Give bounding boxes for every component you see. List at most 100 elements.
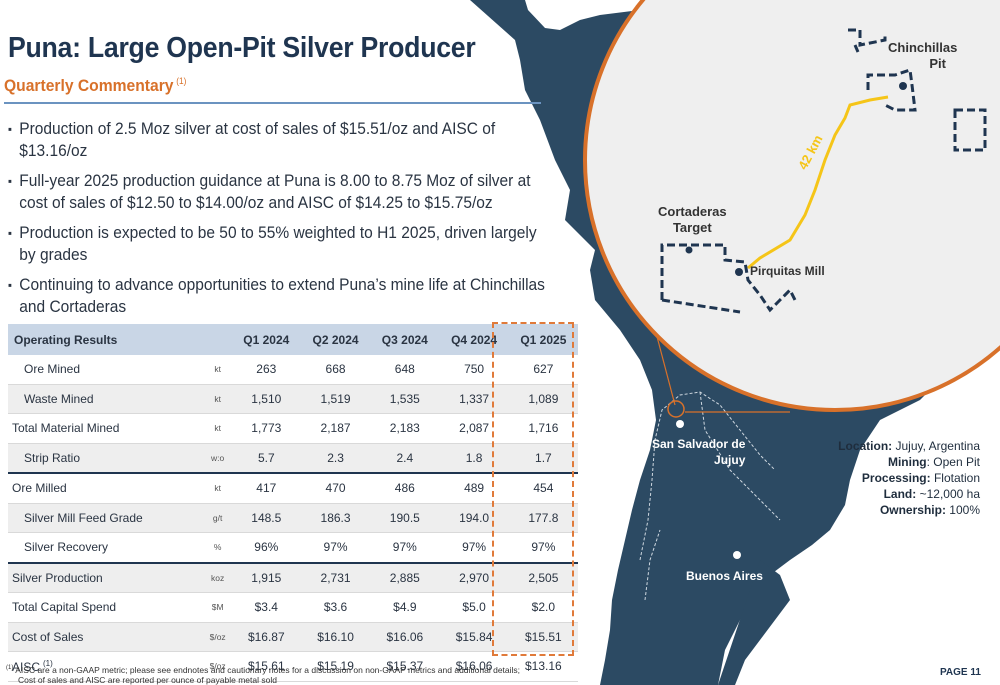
header-cell: Q3 2024 [370,324,440,355]
row-label: Ore Mined [8,355,204,385]
cortaderas-dot [685,246,693,254]
table-row: Silver Production koz 1,915 2,731 2,885 2,970… [8,561,578,593]
row-unit: koz [203,561,232,593]
row-value: 96% [231,532,301,563]
info-processing: Processing: Flotation [838,470,980,486]
row-value: 454 [508,472,578,504]
row-value: 5.7 [231,443,301,474]
cortaderas-label: Cortaderas Target [658,204,727,236]
section-subtitle: Quarterly Commentary (1) [4,76,186,96]
land-value: ~12,000 ha [919,487,980,501]
row-value: 417 [231,472,301,504]
row-value: $15.61 [231,651,301,682]
buenos-aires-dot [733,551,741,559]
row-value: $16.10 [300,622,371,652]
row-value: $15.84 [439,622,509,652]
row-value: 2.3 [300,443,371,474]
land-label: Land: [883,487,917,501]
row-unit: kt [203,355,232,385]
info-land: Land: ~12,000 ha [838,486,980,502]
row-value: $4.9 [370,592,440,623]
chinchillas-dot [899,82,907,90]
info-ownership: Ownership: 100% [838,502,980,518]
table-header-row: Operating Results Q1 2024 Q2 2024 Q3 202… [8,324,578,355]
row-value: 1,773 [231,413,301,444]
row-value: $16.87 [231,622,301,652]
row-value: $13.16 [508,651,578,682]
header-cell: Q1 2025 [508,324,578,355]
pirquitas-dot [735,268,743,276]
bullet-item: Full-year 2025 production guidance at Pu… [8,170,550,214]
san-salvador-label-line1: San Salvador de [652,437,746,451]
row-value: 750 [439,355,509,385]
row-label-text: Silver Production [12,570,103,585]
row-label: Cost of Sales [8,622,204,652]
inset-map-circle [583,0,1000,412]
mining-value: : Open Pit [926,455,980,469]
row-label-note: (1) [43,658,53,668]
row-value: $16.06 [439,651,509,682]
row-value: 470 [300,472,371,504]
property-info: Location: Jujuy, Argentina Mining: Open … [838,438,980,518]
row-value: 1,089 [508,384,578,414]
header-cell [203,324,232,355]
san-salvador-label: San Salvador de Jujuy [652,436,745,468]
table-row: Silver Mill Feed Grade g/t 148.5 186.3 190.5… [8,503,578,533]
footnote-text1: AISC are a non-GAAP metric; please see e… [15,664,521,675]
row-value: 2,087 [439,413,509,444]
buenos-aires-label: Buenos Aires [686,569,763,583]
row-value: 1,519 [300,384,371,414]
header-cell: Q4 2024 [439,324,509,355]
table-body: Ore Mined kt 263 668 648 750 627 Waste Mined kt 1… [8,355,578,682]
row-unit: kt [203,413,232,444]
row-value: 1.8 [439,443,509,474]
row-unit: kt [203,472,232,504]
row-value: 97% [508,532,578,563]
subtitle-note: (1) [176,76,187,87]
table-row: Ore Mined kt 263 668 648 750 627 [8,355,578,385]
chinchillas-label-line2: Pit [929,56,946,71]
row-label: Silver Production [8,561,204,593]
row-value: 2,970 [439,561,509,593]
row-value: 1,337 [439,384,509,414]
processing-value: Flotation [933,471,980,485]
subtitle-text: Quarterly Commentary [4,76,174,95]
row-value: $16.06 [370,622,440,652]
table-row: Strip Ratio w:o 5.7 2.3 2.4 1.8 1.7 [8,443,578,474]
row-value: $15.37 [370,651,440,682]
mining-label: Mining [887,455,927,469]
row-value: 148.5 [231,503,301,533]
row-value: 668 [300,355,371,385]
pirquitas-label: Pirquitas Mill [750,264,825,278]
row-label: Strip Ratio [8,443,204,474]
san-salvador-dot [676,420,684,428]
footnote-marker: (1) [6,665,14,671]
row-label-text: Total Capital Spend [12,600,117,615]
header-cell: Operating Results [8,324,204,355]
san-salvador-label-line2: Jujuy [714,453,746,467]
row-label: AISC (1) [8,651,204,682]
footnote-line2: Cost of sales and AISC are reported per … [18,674,277,685]
row-label: Silver Recovery [8,532,204,563]
row-value: 627 [508,355,578,385]
row-label-text: Strip Ratio [24,450,81,465]
row-unit: w:o [203,443,232,474]
row-value: 194.0 [439,503,509,533]
row-value: $15.51 [508,622,578,652]
footnote: (1) AISC are a non-GAAP metric; please s… [6,663,520,685]
row-value: $15.19 [300,651,371,682]
row-label-text: Waste Mined [24,391,94,406]
table-row: Silver Recovery% 96% 97% 97% 97% 97% [8,532,578,563]
row-value: 1,915 [231,561,301,593]
commentary-list: Production of 2.5 Moz silver at cost of … [8,118,545,326]
bullet-item: Production of 2.5 Moz silver at cost of … [8,118,550,162]
processing-label: Processing: [861,471,931,485]
location-value: Jujuy, Argentina [895,439,981,453]
row-unit: $/oz [203,622,232,652]
row-value: 177.8 [508,503,578,533]
row-value: 486 [370,472,440,504]
row-value: $3.6 [300,592,371,623]
row-label-text: Silver Mill Feed Grade [24,510,143,525]
puna-location-circle [667,400,685,418]
